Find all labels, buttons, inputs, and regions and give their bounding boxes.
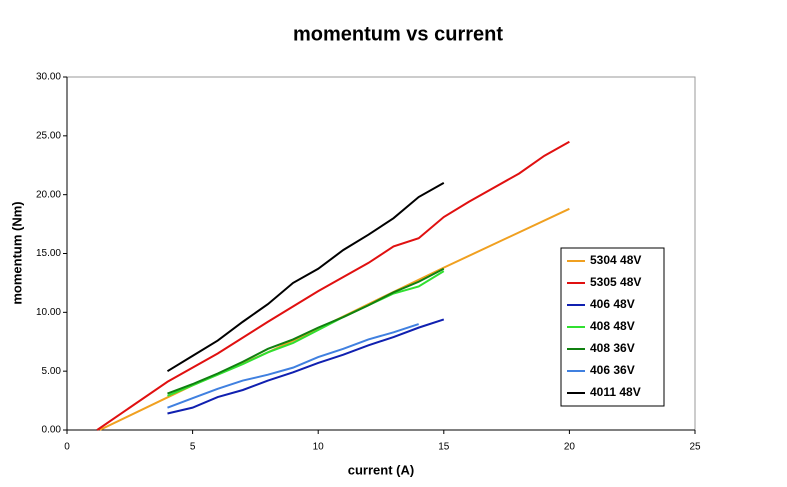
legend-label: 406 36V [590, 363, 635, 377]
x-tick-label: 25 [689, 442, 701, 453]
legend-label: 4011 48V [590, 385, 641, 399]
series-line [167, 318, 445, 415]
y-tick-label: 5.00 [42, 366, 62, 377]
series-line [99, 207, 570, 431]
x-tick-label: 0 [64, 442, 70, 453]
x-tick-label: 20 [564, 442, 576, 453]
y-tick-label: 15.00 [36, 248, 61, 259]
legend-label: 5305 48V [590, 275, 641, 289]
legend-label: 406 48V [590, 297, 635, 311]
legend-label: 408 36V [590, 341, 635, 355]
y-axis-label: momentum (Nm) [9, 201, 24, 304]
series-line [96, 140, 570, 431]
x-axis-label: current (A) [348, 462, 414, 477]
y-tick-label: 30.00 [36, 72, 61, 83]
series-line [167, 323, 419, 409]
x-tick-label: 5 [190, 442, 196, 453]
legend-label: 408 48V [590, 319, 635, 333]
series-line [167, 270, 445, 397]
y-tick-label: 10.00 [36, 307, 61, 318]
chart-title: momentum vs current [293, 23, 503, 45]
y-tick-label: 25.00 [36, 130, 61, 141]
x-tick-label: 15 [438, 442, 450, 453]
series-line [166, 182, 445, 373]
y-tick-label: 20.00 [36, 189, 61, 200]
series-line [167, 267, 445, 395]
x-tick-label: 10 [313, 442, 325, 453]
y-tick-label: 0.00 [42, 425, 62, 436]
legend-label: 5304 48V [590, 253, 641, 267]
